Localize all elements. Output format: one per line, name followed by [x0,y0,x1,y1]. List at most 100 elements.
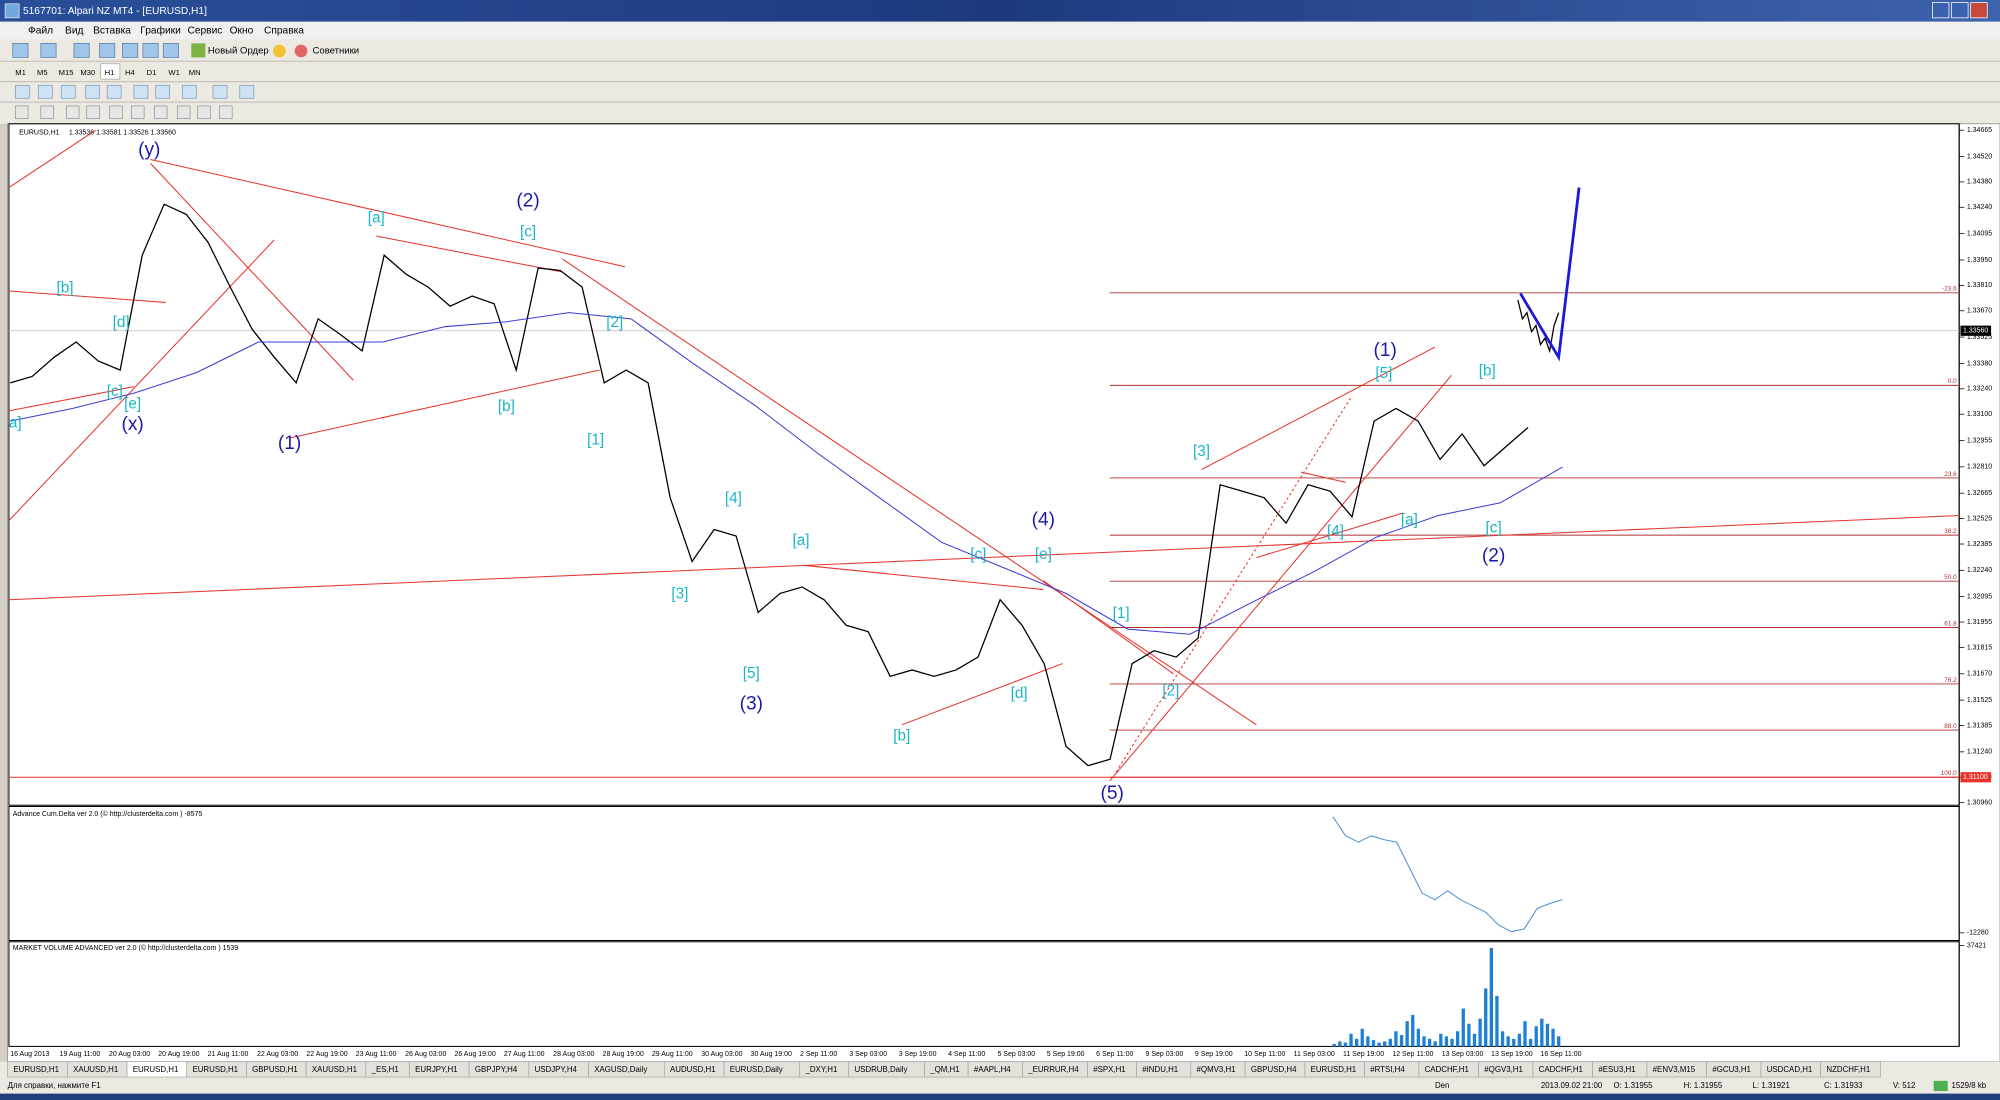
chart-tool-icon[interactable] [85,85,100,99]
draw-tool-icon[interactable] [154,105,168,119]
experts-button[interactable]: Советники [313,46,360,57]
chart-tab-label[interactable]: XAGUSD,Daily [594,1065,647,1074]
timeframe-button[interactable]: H1 [105,68,115,77]
close-button[interactable] [1970,2,1988,19]
timeframe-button[interactable]: M1 [15,68,26,77]
chart-tab-label[interactable]: EURUSD,Daily [730,1065,783,1074]
chart-tab-label[interactable]: EURUSD,H1 [133,1065,179,1074]
chart-tab-label[interactable]: CADCHF,H1 [1539,1065,1583,1074]
menu-item[interactable]: Окно [230,25,254,36]
status-text: L: 1.31921 [1753,1081,1790,1090]
toolbar-icon[interactable] [162,43,179,58]
chart-tab-label[interactable]: _ES,H1 [371,1065,399,1074]
chart-tab-label[interactable]: USDCAD,H1 [1767,1065,1813,1074]
toolbar-icon[interactable] [122,43,139,58]
menu-item[interactable]: Файл [28,25,53,36]
timeframe-button[interactable]: D1 [147,68,157,77]
toolbar-icon[interactable] [99,43,116,58]
chart-tab-label[interactable]: XAUUSD,H1 [73,1065,118,1074]
draw-tool-icon[interactable] [197,105,211,119]
x-tick-label: 20 Aug 19:00 [158,1051,199,1058]
timeframe-button[interactable]: W1 [168,68,179,77]
volume-bar [1450,1038,1454,1047]
chart-tab-label[interactable]: USDJPY,H4 [535,1065,578,1074]
chart-tab[interactable] [1820,1061,1881,1078]
chart-tab-label[interactable]: _DXY,H1 [804,1065,837,1074]
chart-tab-label[interactable]: GBPUSD,H4 [1251,1065,1297,1074]
draw-tool-icon[interactable] [66,105,80,119]
chart-tab-label[interactable]: #ENV3,M15 [1653,1065,1696,1074]
chart-tab-label[interactable]: #GCU3,H1 [1712,1065,1751,1074]
chart-tab-label[interactable]: XAUUSD,H1 [312,1065,357,1074]
draw-tool-icon[interactable] [14,105,29,119]
volume-bar [1343,1042,1348,1047]
menu-item[interactable]: Сервис [188,25,223,36]
menu-item[interactable]: Графики [140,24,180,36]
chart-tab-label[interactable]: #ESU3,H1 [1598,1065,1635,1074]
x-tick-label: 13 Sep 03:00 [1442,1051,1484,1058]
wave-label: (2) [516,191,539,212]
toolbar-icon[interactable] [142,43,159,58]
chart-tool-icon[interactable] [14,85,30,99]
chart-tool-icon[interactable] [106,85,122,99]
chart-tab-label[interactable]: GBPJPY,H4 [475,1065,518,1074]
chart-tab-label[interactable]: #SPX,H1 [1093,1065,1125,1074]
draw-tool-icon[interactable] [40,105,54,119]
toolbar-icon[interactable] [12,43,29,58]
x-tick-label: 10 Sep 11:00 [1244,1051,1285,1058]
chart-tab-label[interactable]: #QMV3,H1 [1197,1065,1236,1074]
maximize-button[interactable] [1951,2,1969,19]
draw-tool-icon[interactable] [219,105,233,119]
experts-icon[interactable] [272,44,286,58]
chart-tab-label[interactable]: #AAPL,H4 [974,1065,1011,1074]
wave-label: [d] [113,314,130,331]
toolbar-icon[interactable] [73,43,90,58]
trend-line [1043,580,1174,675]
chart-tab-label[interactable]: GBPUSD,H1 [252,1065,298,1074]
chart-tab-label[interactable]: USDRUB,Daily [854,1065,907,1074]
chart-tab-label[interactable]: EURUSD,H1 [192,1065,238,1074]
draw-tool-icon[interactable] [176,105,191,119]
chart-tab-label[interactable]: #RTSI,H4 [1370,1065,1405,1074]
menu-item[interactable]: Вид [65,25,83,36]
new-order-button[interactable]: Новый Ордер [208,46,269,57]
experts-icon[interactable] [294,44,308,58]
timeframe-button[interactable]: H4 [125,68,136,77]
x-tick-label: 21 Aug 11:00 [208,1051,249,1058]
chart-tool-icon[interactable] [37,85,53,99]
draw-tool-icon[interactable] [131,105,145,119]
y-tick-label: 1.32810 [1967,464,1992,471]
new-order-icon[interactable] [191,43,206,58]
x-tick-label: 19 Aug 11:00 [60,1051,101,1058]
chart-tab-label[interactable]: _EURRUR,H4 [1027,1065,1079,1074]
chart-area [7,123,2000,1063]
fib-label: 50.0 [1944,574,1957,581]
menu-item[interactable]: Справка [264,25,304,36]
chart-tool-icon[interactable] [155,85,170,99]
chart-tab-label[interactable]: CADCHF,H1 [1425,1065,1469,1074]
chart-tab-label[interactable]: #QGV3,H1 [1484,1065,1523,1074]
menu-item[interactable]: Вставка [93,25,131,36]
chart-tool-icon[interactable] [60,85,76,99]
minimize-button[interactable] [1932,2,1950,19]
chart-tool-icon[interactable] [212,85,228,99]
toolbar-icon[interactable] [40,43,57,58]
chart-tool-icon[interactable] [239,85,255,99]
chart-tab-label[interactable]: EURJPY,H1 [415,1065,457,1074]
chart-tab-label[interactable]: NZDCHF,H1 [1826,1065,1870,1074]
draw-tool-icon[interactable] [86,105,100,119]
chart-tab-label[interactable]: _QM,H1 [929,1065,959,1074]
chart-tab-label[interactable]: EURUSD,H1 [13,1065,59,1074]
timeframe-button[interactable]: MN [189,68,201,77]
chart-tab-label[interactable]: #INDU,H1 [1142,1065,1178,1074]
timeframe-button[interactable]: M30 [80,68,95,77]
wave-label: [2] [1162,683,1179,700]
chart-tab-label[interactable]: EURUSD,H1 [1311,1065,1357,1074]
chart-tab-label[interactable]: AUDUSD,H1 [670,1065,716,1074]
timeframe-button[interactable]: M15 [59,68,74,77]
chart-tool-icon[interactable] [133,85,149,99]
chart-tool-icon[interactable] [182,85,197,99]
draw-tool-icon[interactable] [109,105,123,119]
timeframe-button[interactable]: M5 [37,68,48,77]
